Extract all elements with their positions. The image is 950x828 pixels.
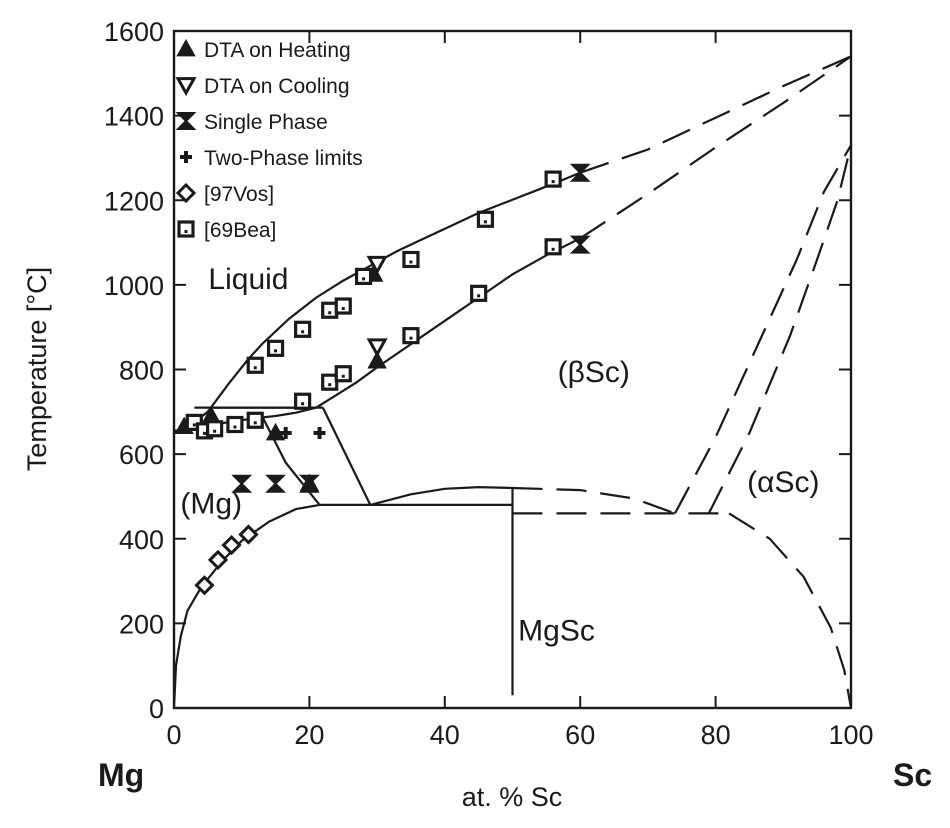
x-tick-label: 60 [565, 720, 595, 750]
data-point-square [402, 250, 420, 269]
data-point-square [470, 284, 488, 302]
data-point-triangle-down [366, 338, 388, 358]
data-point-square [476, 210, 495, 228]
left-end-label: Mg [98, 757, 144, 793]
x-tick-label: 20 [294, 720, 324, 750]
data-point-square [544, 170, 562, 188]
data-point-square [206, 420, 224, 438]
legend-marker-bowtie [175, 112, 197, 130]
legend-marker-plus [180, 151, 192, 163]
data-point-square [266, 339, 285, 357]
phase-boundary-dashed [579, 55, 852, 174]
data-point-square [226, 415, 244, 434]
y-tick-label: 1600 [104, 17, 164, 47]
y-tick-label: 1200 [104, 186, 164, 216]
region-label: Liquid [208, 263, 288, 296]
data-point-triangle-down [366, 255, 388, 275]
data-point-bowtie [231, 474, 253, 493]
phase-boundary-dashed [579, 55, 852, 240]
phase-boundary-dashed [728, 512, 853, 709]
axis-ticks: 0 20 40 60 80 1000200400600800100012001400160… [104, 17, 874, 750]
legend-marker-triangle-up [176, 38, 196, 57]
y-tick-label: 200 [119, 609, 164, 639]
x-tick-label: 0 [166, 720, 181, 750]
x-axis-label: at. % Sc [462, 782, 563, 812]
data-points [174, 163, 591, 596]
y-tick-label: 1400 [104, 102, 164, 132]
legend-entry: DTA on Cooling [204, 75, 350, 98]
data-point-diamond [207, 549, 229, 571]
data-point-plus [313, 426, 326, 439]
phase-boundary-solid [172, 503, 320, 709]
data-point-square [334, 297, 352, 315]
legend-entry: Two-Phase limits [204, 147, 363, 170]
y-tick-label: 800 [119, 356, 164, 386]
data-point-diamond [238, 524, 259, 545]
x-tick-label: 80 [701, 720, 731, 750]
legend-entry: DTA on Heating [204, 39, 351, 62]
x-tick-label: 100 [828, 720, 873, 750]
data-point-square [294, 392, 312, 410]
legend-entry: [69Bea] [204, 219, 276, 242]
data-point-bowtie [298, 474, 320, 493]
data-point-diamond [221, 534, 242, 556]
y-tick-label: 600 [119, 440, 164, 470]
data-point-square [246, 411, 264, 429]
data-point-triangle-up [367, 350, 387, 369]
phase-boundary-solid [370, 485, 513, 506]
region-label: (Mg) [180, 487, 242, 520]
phase-boundary-dashed [512, 486, 676, 515]
data-point-triangle-up [265, 422, 286, 441]
x-tick-label: 40 [430, 720, 460, 750]
region-label: MgSc [518, 614, 595, 647]
data-point-square [321, 301, 339, 319]
phase-boundary-solid [321, 407, 372, 506]
data-point-square [321, 373, 339, 391]
data-point-bowtie [265, 474, 286, 493]
data-point-diamond [194, 575, 215, 596]
legend-entry: Single Phase [204, 111, 328, 134]
data-point-bowtie [569, 163, 591, 182]
legend-entry: [97Vos] [204, 183, 274, 206]
y-axis-label: Temperature [°C] [22, 267, 52, 471]
y-tick-label: 1000 [104, 271, 164, 301]
region-label: (αSc) [747, 466, 819, 499]
data-point-square [402, 327, 420, 345]
phase-boundaries [172, 55, 853, 709]
phase-boundary-dashed [674, 144, 852, 514]
legend: DTA on Heating DTA on Cooling Single Phase… [175, 38, 363, 242]
data-point-square [544, 238, 562, 256]
data-point-plus [279, 426, 292, 439]
right-end-label: Sc [893, 757, 932, 793]
data-point-bowtie [569, 235, 591, 254]
region-labels: Liquid (βSc) (αSc) (Mg) MgSc [180, 263, 819, 647]
data-point-square [294, 320, 312, 338]
data-point-square [354, 267, 373, 286]
phase-boundary-dashed [707, 144, 853, 514]
region-label: (βSc) [558, 356, 630, 389]
legend-marker-square [177, 220, 195, 238]
data-point-square [334, 365, 352, 383]
phase-boundary-solid [173, 171, 581, 435]
y-tick-label: 0 [149, 694, 164, 724]
legend-marker-triangle-down [175, 77, 197, 97]
legend-marker-diamond [175, 182, 197, 204]
y-tick-label: 400 [119, 525, 164, 555]
data-point-square [246, 356, 264, 374]
